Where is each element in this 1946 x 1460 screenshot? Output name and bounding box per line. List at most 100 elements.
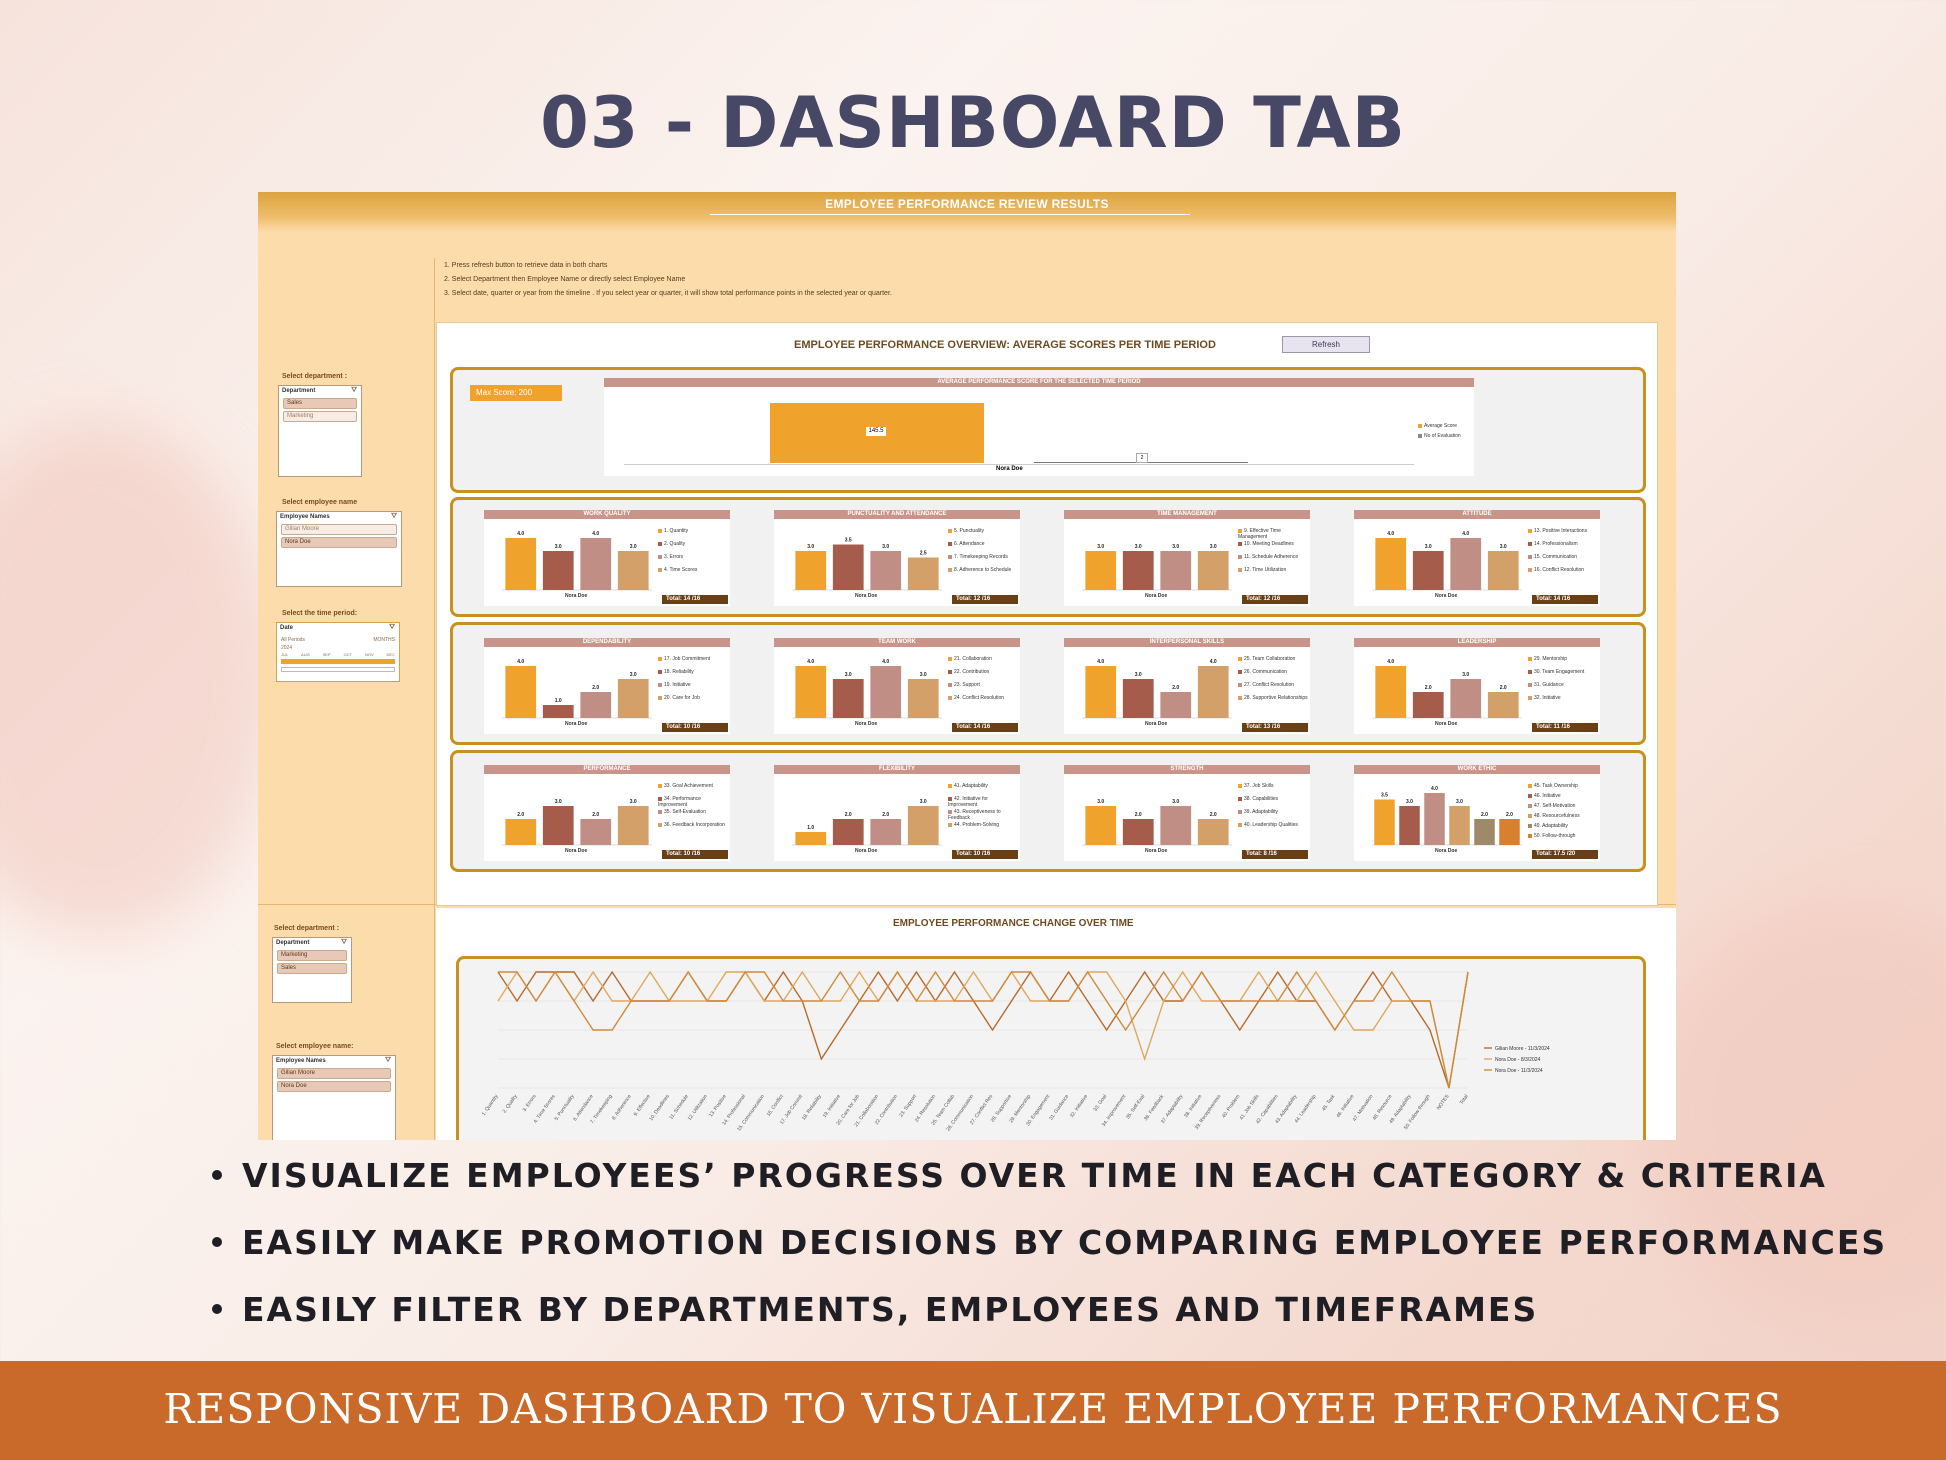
legend-item: 5. Punctuality xyxy=(948,528,1018,534)
month-label[interactable]: AUG xyxy=(301,652,310,657)
slicer-item-marketing[interactable]: Marketing xyxy=(277,950,347,961)
data-label: 2.0 xyxy=(1172,685,1179,691)
slicer-header: Date ⛛ xyxy=(280,624,395,631)
slicer-item-nora-doe[interactable]: Nora Doe xyxy=(281,537,397,548)
legend-swatch xyxy=(1528,813,1532,818)
data-label: 3.0 xyxy=(920,799,927,805)
chart-title: AVERAGE PERFORMANCE SCORE FOR THE SELECT… xyxy=(604,378,1474,387)
timeline-year: 2024 xyxy=(281,645,293,651)
data-label: 2.0 xyxy=(882,812,889,818)
dept-slicer-label: Select department : xyxy=(274,925,339,932)
instruction-2: 2. Select Department then Employee Name … xyxy=(444,276,686,283)
legend-swatch xyxy=(658,695,662,700)
data-label: 4.0 xyxy=(1387,531,1394,537)
bar xyxy=(1375,538,1407,590)
filter-icon[interactable]: ⛛ xyxy=(351,387,357,394)
slicer-item-sales[interactable]: Sales xyxy=(277,963,347,974)
department-slicer-2[interactable]: Department ⛛ Marketing Sales xyxy=(272,937,352,1003)
x-tick-label: 16. Conflict xyxy=(766,1093,786,1117)
employee-slicer[interactable]: Employee Names ⛛ Gilian Moore Nora Doe xyxy=(276,511,402,587)
legend-item: 27. Conflict Resolution xyxy=(1238,682,1308,688)
bar-plot: 3.0 3.5 3.0 2.5 xyxy=(792,538,942,591)
month-label[interactable]: JUL xyxy=(281,652,289,657)
data-label: 4.0 xyxy=(1431,786,1438,792)
refresh-button[interactable]: Refresh xyxy=(1282,336,1370,353)
filter-icon[interactable]: ⛛ xyxy=(385,1057,391,1064)
month-label[interactable]: OCT xyxy=(343,652,353,657)
data-label: 3.0 xyxy=(1097,799,1104,805)
legend-no-of-evaluation: No of Evaluation xyxy=(1418,433,1461,439)
bar xyxy=(1424,793,1445,845)
slicer-item-sales[interactable]: Sales xyxy=(283,398,357,409)
bar-plot: 4.0 3.0 2.0 4.0 xyxy=(1082,659,1232,719)
month-label[interactable]: DEC xyxy=(386,652,395,657)
data-label: 3.0 xyxy=(630,672,637,678)
legend-item: 22. Contribution xyxy=(948,669,1018,675)
dashboard-sheet: EMPLOYEE PERFORMANCE REVIEW RESULTS 1. P… xyxy=(258,192,1676,1140)
bar xyxy=(870,551,902,590)
bar-plot: 3.5 3.0 4.0 3.0 2.0 2.0 xyxy=(1372,786,1522,846)
legend-swatch xyxy=(1528,833,1532,838)
legend-item: 39. Adaptability xyxy=(1238,809,1308,815)
legend-swatch xyxy=(948,528,952,533)
total-badge: Total: 10 /16 xyxy=(662,723,728,732)
data-label: 4.0 xyxy=(1387,659,1394,665)
filter-icon[interactable]: ⛛ xyxy=(391,513,397,520)
legend-item: 47. Self-Motivation xyxy=(1528,803,1598,809)
data-label: 3.0 xyxy=(1135,672,1142,678)
bar xyxy=(505,666,537,718)
dept-slicer-label: Select department : xyxy=(282,373,347,380)
category-chart: PERFORMANCE 2.0 3.0 2.0 3.0 Nora Doe 33. Goal … xyxy=(484,765,730,861)
timeline-scrollbar[interactable] xyxy=(281,667,395,672)
legend-swatch xyxy=(658,783,662,788)
chart-title: PERFORMANCE xyxy=(484,765,730,774)
x-tick-label: 9. Effective xyxy=(633,1094,652,1118)
department-slicer[interactable]: Department ⛛ Sales Marketing xyxy=(278,385,362,477)
data-label: 3.0 xyxy=(882,544,889,550)
legend-item: 1. Quantity xyxy=(658,528,728,534)
bar-plot: 4.0 3.0 4.0 3.0 xyxy=(792,659,942,719)
bar xyxy=(1197,819,1229,845)
bullet-dot xyxy=(212,1303,222,1314)
emp-slicer-label: Select employee name: xyxy=(276,1043,354,1050)
timeline-slicer[interactable]: Date ⛛ All Periods MONTHS 2024 JUL AUG SE… xyxy=(276,622,400,682)
employee-slicer-2[interactable]: Employee Names ⛛ Gilian Moore Nora Doe xyxy=(272,1055,396,1140)
slicer-item-gilian-moore[interactable]: Gilian Moore xyxy=(277,1068,391,1079)
data-label: 3.0 xyxy=(630,799,637,805)
title-underline xyxy=(710,214,1190,215)
filter-icon[interactable]: ⛛ xyxy=(341,939,347,946)
legend-swatch xyxy=(658,809,662,814)
legend-item: 49. Adaptability xyxy=(1528,823,1598,829)
data-label: 3.0 xyxy=(1172,544,1179,550)
slicer-header: Department ⛛ xyxy=(276,939,347,946)
bar xyxy=(617,806,649,845)
data-label: 2.0 xyxy=(592,685,599,691)
timeline-level[interactable]: MONTHS xyxy=(373,637,395,643)
slicer-item-nora-doe[interactable]: Nora Doe xyxy=(277,1081,391,1092)
bar xyxy=(580,538,612,590)
month-label[interactable]: SEP xyxy=(322,652,331,657)
data-label: 3.0 xyxy=(1135,544,1142,550)
category-chart: TIME MANAGEMENT 3.0 3.0 3.0 3.0 Nora Doe 9. Ef… xyxy=(1064,510,1310,606)
slicer-item-gilian-moore[interactable]: Gilian Moore xyxy=(281,524,397,535)
legend-item: 9. Effective Time Management xyxy=(1238,528,1281,540)
total-badge: Total: 14 /16 xyxy=(662,595,728,604)
legend-swatch xyxy=(948,541,952,546)
month-label[interactable]: NOV xyxy=(364,652,374,657)
bullet-dot xyxy=(212,1236,222,1247)
legend-item: 7. Timekeeping Records xyxy=(948,554,1018,560)
slicer-item-marketing[interactable]: Marketing xyxy=(283,411,357,422)
legend-item: 4. Time Scores xyxy=(658,567,728,573)
timeline-selection-bar[interactable] xyxy=(281,659,395,664)
category-label: Nora Doe xyxy=(565,848,588,854)
bar xyxy=(1160,551,1192,590)
feature-bullet: EASILY MAKE PROMOTION DECISIONS BY COMPA… xyxy=(212,1223,1887,1262)
legend-swatch xyxy=(948,682,952,687)
x-axis xyxy=(624,464,1414,465)
data-label: 3.0 xyxy=(1456,799,1463,805)
chart-title: WORK QUALITY xyxy=(484,510,730,519)
chart-title: PUNCTUALITY AND ATTENDANCE xyxy=(774,510,1020,519)
chart-title: WORK ETHIC xyxy=(1354,765,1600,774)
bar xyxy=(1085,666,1117,718)
filter-icon[interactable]: ⛛ xyxy=(389,624,395,631)
